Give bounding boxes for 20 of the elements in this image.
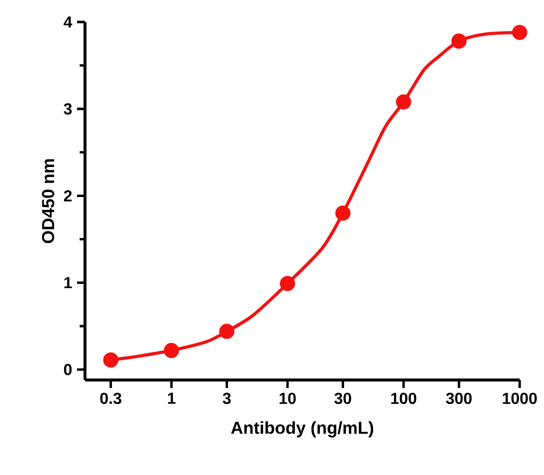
y-tick-label: 4: [64, 16, 72, 28]
x-axis-title: Antibody (ng/mL): [231, 421, 374, 438]
x-tick-label: 0.3: [100, 392, 122, 404]
point: [219, 324, 234, 339]
y-tick-label: 2: [64, 190, 72, 202]
x-tick-label: 1: [168, 392, 176, 404]
x-tick-label: 3: [222, 392, 231, 404]
x-tick-label: 1000: [502, 392, 537, 404]
point: [103, 352, 118, 368]
x-tick-label: 300: [446, 392, 472, 404]
point: [512, 24, 528, 40]
x-tick-label: 30: [334, 392, 352, 404]
y-tick-label: 1: [64, 277, 72, 288]
point: [396, 94, 412, 110]
x-tick-label: 100: [391, 392, 416, 404]
y-tick-label: 3: [64, 103, 72, 115]
point: [280, 276, 296, 292]
x-tick-label: 10: [280, 392, 296, 404]
y-tick-label: 0: [64, 364, 72, 376]
y-axis-title: OD450 nm: [42, 159, 54, 244]
